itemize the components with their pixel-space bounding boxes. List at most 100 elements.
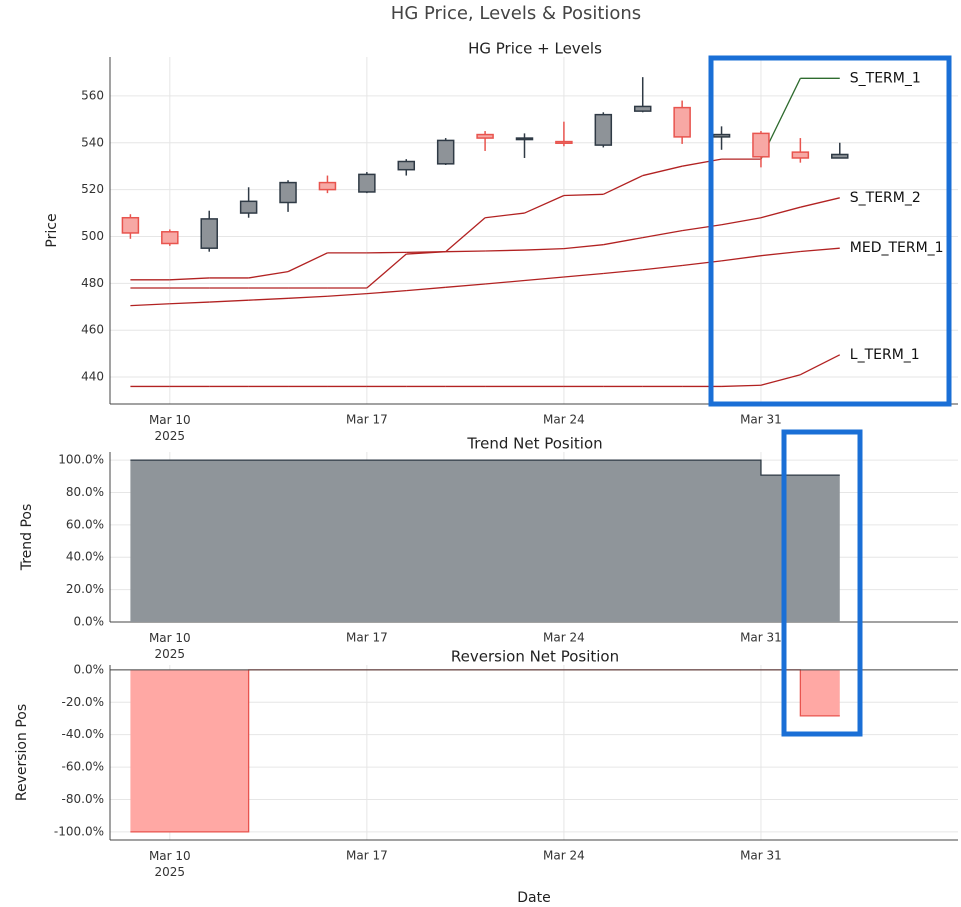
y-tick-label: 440 <box>81 370 104 384</box>
level-line <box>642 165 683 177</box>
y-tick-label: 460 <box>81 323 104 337</box>
y-tick-label: 20.0% <box>66 582 104 596</box>
level-line <box>721 255 762 262</box>
y-tick-label: 560 <box>81 88 104 102</box>
candle-body <box>791 151 810 159</box>
candle-body <box>239 200 258 214</box>
candle-body <box>358 173 376 193</box>
candle-body <box>515 137 534 141</box>
y-tick-label: 80.0% <box>66 485 104 499</box>
y-tick-label: 500 <box>81 229 104 243</box>
plots: HG Price + Levels Price Mar 10 2025 Mar 17 Ma… <box>14 40 958 906</box>
y-tick-label: -80.0% <box>62 792 104 806</box>
x-tick-label: Mar 17 <box>346 631 388 645</box>
level-line <box>721 384 761 388</box>
candle-body <box>397 160 416 171</box>
level-line <box>603 174 644 195</box>
candle-body <box>712 133 731 138</box>
x-tick-label: Mar 10 2025 <box>149 631 191 661</box>
level-line <box>485 212 525 219</box>
level-line <box>169 277 210 281</box>
level-line <box>760 374 801 386</box>
figure-title: HG Price, Levels & Positions <box>391 3 641 24</box>
level-line <box>130 303 170 307</box>
level-line <box>563 272 604 278</box>
highlight-box <box>781 429 863 737</box>
level-line <box>642 229 683 239</box>
y-axis-label: Price <box>44 213 60 247</box>
candle-body <box>161 231 179 245</box>
step-line <box>130 459 840 476</box>
subplot-title: Trend Net Position <box>466 435 602 453</box>
level-line <box>406 286 446 292</box>
level-line <box>563 244 604 250</box>
level-line <box>169 301 210 305</box>
y-tick-label: 520 <box>81 182 104 196</box>
level-line <box>406 251 446 254</box>
x-tick-label: Mar 31 <box>740 849 782 863</box>
y-tick-label: 40.0% <box>66 550 104 564</box>
candle-body <box>752 132 770 158</box>
level-line <box>524 194 565 214</box>
y-tick-label: -60.0% <box>62 760 104 774</box>
line-label: S_TERM_1 <box>850 70 921 86</box>
x-tick-label: Mar 24 <box>543 631 585 645</box>
level-line <box>485 249 525 252</box>
candle-body <box>121 216 140 234</box>
y-tick-label: -40.0% <box>62 727 104 741</box>
x-tick-label: Mar 17 <box>346 413 388 427</box>
y-axis-label: Reversion Pos <box>14 704 30 801</box>
x-axis-label: Date <box>517 890 550 906</box>
candle-body <box>279 181 297 204</box>
level-line <box>760 250 801 257</box>
level-line <box>603 237 643 246</box>
level-line <box>563 193 604 197</box>
line-label: S_TERM_2 <box>850 190 921 206</box>
candle-body <box>200 218 218 249</box>
level-line <box>327 292 367 297</box>
level-line <box>445 250 486 253</box>
candle-body <box>318 181 337 191</box>
level-line <box>445 217 486 253</box>
level-line <box>721 217 762 226</box>
y-tick-label: -20.0% <box>62 695 104 709</box>
y-tick-label: 0.0% <box>74 615 105 629</box>
candle-body <box>831 153 849 159</box>
level-line <box>642 264 683 271</box>
level-line <box>288 295 328 299</box>
level-line <box>800 197 840 208</box>
level-line <box>800 354 841 376</box>
candle-body <box>555 140 573 144</box>
candle-body <box>436 139 455 165</box>
level-line <box>524 276 564 282</box>
level-line <box>287 252 328 273</box>
candle-body <box>673 106 691 138</box>
subplot-title: Reversion Net Position <box>451 648 619 666</box>
step-area <box>130 669 840 832</box>
line-label: MED_TERM_1 <box>850 240 944 256</box>
highlight-box <box>708 55 952 407</box>
line-label: L_TERM_1 <box>850 347 920 363</box>
x-tick-label: Mar 10 2025 <box>149 413 191 443</box>
y-tick-label: -100.0% <box>54 824 104 838</box>
x-tick-label: Mar 10 2025 <box>149 849 191 879</box>
level-line <box>682 260 722 267</box>
level-line <box>682 158 722 167</box>
level-line <box>248 297 289 301</box>
candle-body <box>476 133 494 139</box>
level-line <box>760 206 801 219</box>
level-line <box>366 289 407 295</box>
level-line <box>682 224 722 232</box>
candle-body <box>594 113 613 146</box>
level-line <box>366 253 407 289</box>
x-tick-label: Mar 24 <box>543 849 585 863</box>
level-line <box>603 269 643 275</box>
x-tick-label: Mar 17 <box>346 849 388 863</box>
level-line <box>248 270 289 279</box>
y-tick-label: 480 <box>81 276 104 290</box>
y-tick-label: 100.0% <box>58 453 104 467</box>
level-line <box>209 299 249 303</box>
subplot-title: HG Price + Levels <box>468 40 602 58</box>
x-tick-label: Mar 31 <box>740 413 782 427</box>
